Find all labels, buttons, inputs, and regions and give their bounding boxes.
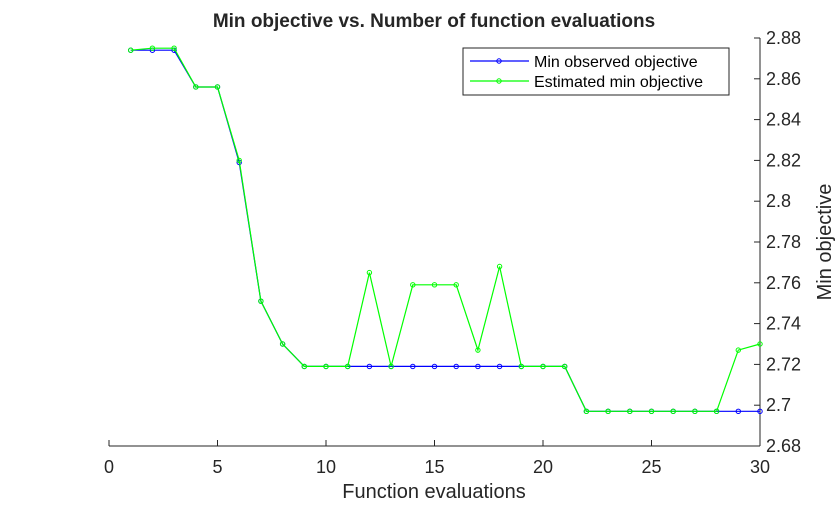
legend-label-observed: Min observed objective bbox=[534, 54, 698, 71]
data-point bbox=[453, 282, 459, 288]
data-point bbox=[366, 269, 373, 276]
data-point bbox=[453, 363, 459, 370]
data-point bbox=[410, 282, 416, 288]
data-point bbox=[258, 298, 264, 304]
data-point bbox=[236, 157, 242, 164]
data-point bbox=[540, 363, 546, 370]
x-tick-label: 5 bbox=[212, 457, 222, 477]
y-tick-label: 2.88 bbox=[766, 28, 801, 48]
x-tick-label: 20 bbox=[533, 457, 553, 477]
data-point bbox=[214, 84, 221, 90]
x-axis-label: Function evaluations bbox=[342, 481, 525, 503]
data-point bbox=[713, 408, 720, 415]
data-point bbox=[757, 341, 763, 347]
data-point bbox=[735, 408, 741, 415]
y-tick-label: 2.84 bbox=[766, 110, 801, 130]
data-point bbox=[475, 347, 481, 353]
y-tick-label: 2.7 bbox=[766, 395, 791, 415]
data-point bbox=[345, 363, 351, 370]
y-tick-label: 2.8 bbox=[766, 191, 791, 211]
legend-label-estimated: Estimated min objective bbox=[534, 74, 703, 91]
data-point bbox=[171, 45, 177, 51]
legend-box bbox=[462, 47, 730, 96]
data-point bbox=[431, 282, 438, 288]
y-tick-label: 2.74 bbox=[766, 314, 801, 334]
axes bbox=[109, 38, 761, 447]
y-ticks: 2.68 2.7 2.72 2.74 2.76 2.78 2.8 2.82 2.84 2.86 2.… bbox=[754, 28, 801, 456]
x-tick-label: 0 bbox=[104, 457, 114, 477]
x-tick-label: 30 bbox=[750, 457, 770, 477]
data-point bbox=[496, 363, 503, 370]
x-ticks: 0 5 10 15 20 25 30 bbox=[104, 440, 770, 477]
data-point bbox=[301, 363, 307, 370]
data-point bbox=[648, 408, 655, 415]
data-point bbox=[735, 347, 741, 353]
data-point bbox=[605, 408, 611, 415]
legend-marker-observed bbox=[496, 58, 502, 64]
chart-title: Min objective vs. Number of function eva… bbox=[213, 11, 655, 32]
y-axis-label: Min objective bbox=[814, 184, 836, 301]
data-point bbox=[149, 45, 156, 51]
data-point bbox=[518, 363, 524, 370]
y-tick-label: 2.86 bbox=[766, 69, 801, 89]
data-point bbox=[562, 363, 568, 370]
data-point bbox=[366, 363, 373, 370]
series-observed bbox=[128, 47, 763, 415]
legend: Min observed objective Estimated min obj… bbox=[462, 47, 730, 96]
data-point bbox=[496, 263, 503, 270]
data-point bbox=[692, 408, 698, 415]
y-tick-label: 2.78 bbox=[766, 232, 801, 252]
series-estimated bbox=[128, 45, 763, 415]
y-tick-label: 2.76 bbox=[766, 273, 801, 293]
x-tick-label: 25 bbox=[641, 457, 661, 477]
series-line bbox=[130, 49, 760, 412]
y-tick-label: 2.72 bbox=[766, 354, 801, 374]
data-point bbox=[627, 408, 633, 415]
data-point bbox=[670, 408, 676, 415]
data-point bbox=[388, 363, 394, 370]
data-point bbox=[475, 363, 481, 370]
series-line bbox=[130, 47, 761, 412]
data-point bbox=[323, 363, 329, 370]
series-lines bbox=[128, 45, 763, 415]
x-tick-label: 10 bbox=[316, 457, 336, 477]
data-point bbox=[279, 341, 286, 347]
data-point bbox=[410, 363, 416, 370]
y-tick-label: 2.82 bbox=[766, 150, 801, 170]
x-tick-label: 15 bbox=[424, 457, 444, 477]
data-point bbox=[128, 47, 134, 53]
data-point bbox=[431, 363, 438, 370]
data-point bbox=[757, 408, 763, 415]
y-tick-label: 2.68 bbox=[766, 436, 801, 456]
data-point bbox=[583, 408, 590, 415]
legend-marker-estimated bbox=[496, 78, 502, 84]
data-point bbox=[193, 84, 199, 90]
